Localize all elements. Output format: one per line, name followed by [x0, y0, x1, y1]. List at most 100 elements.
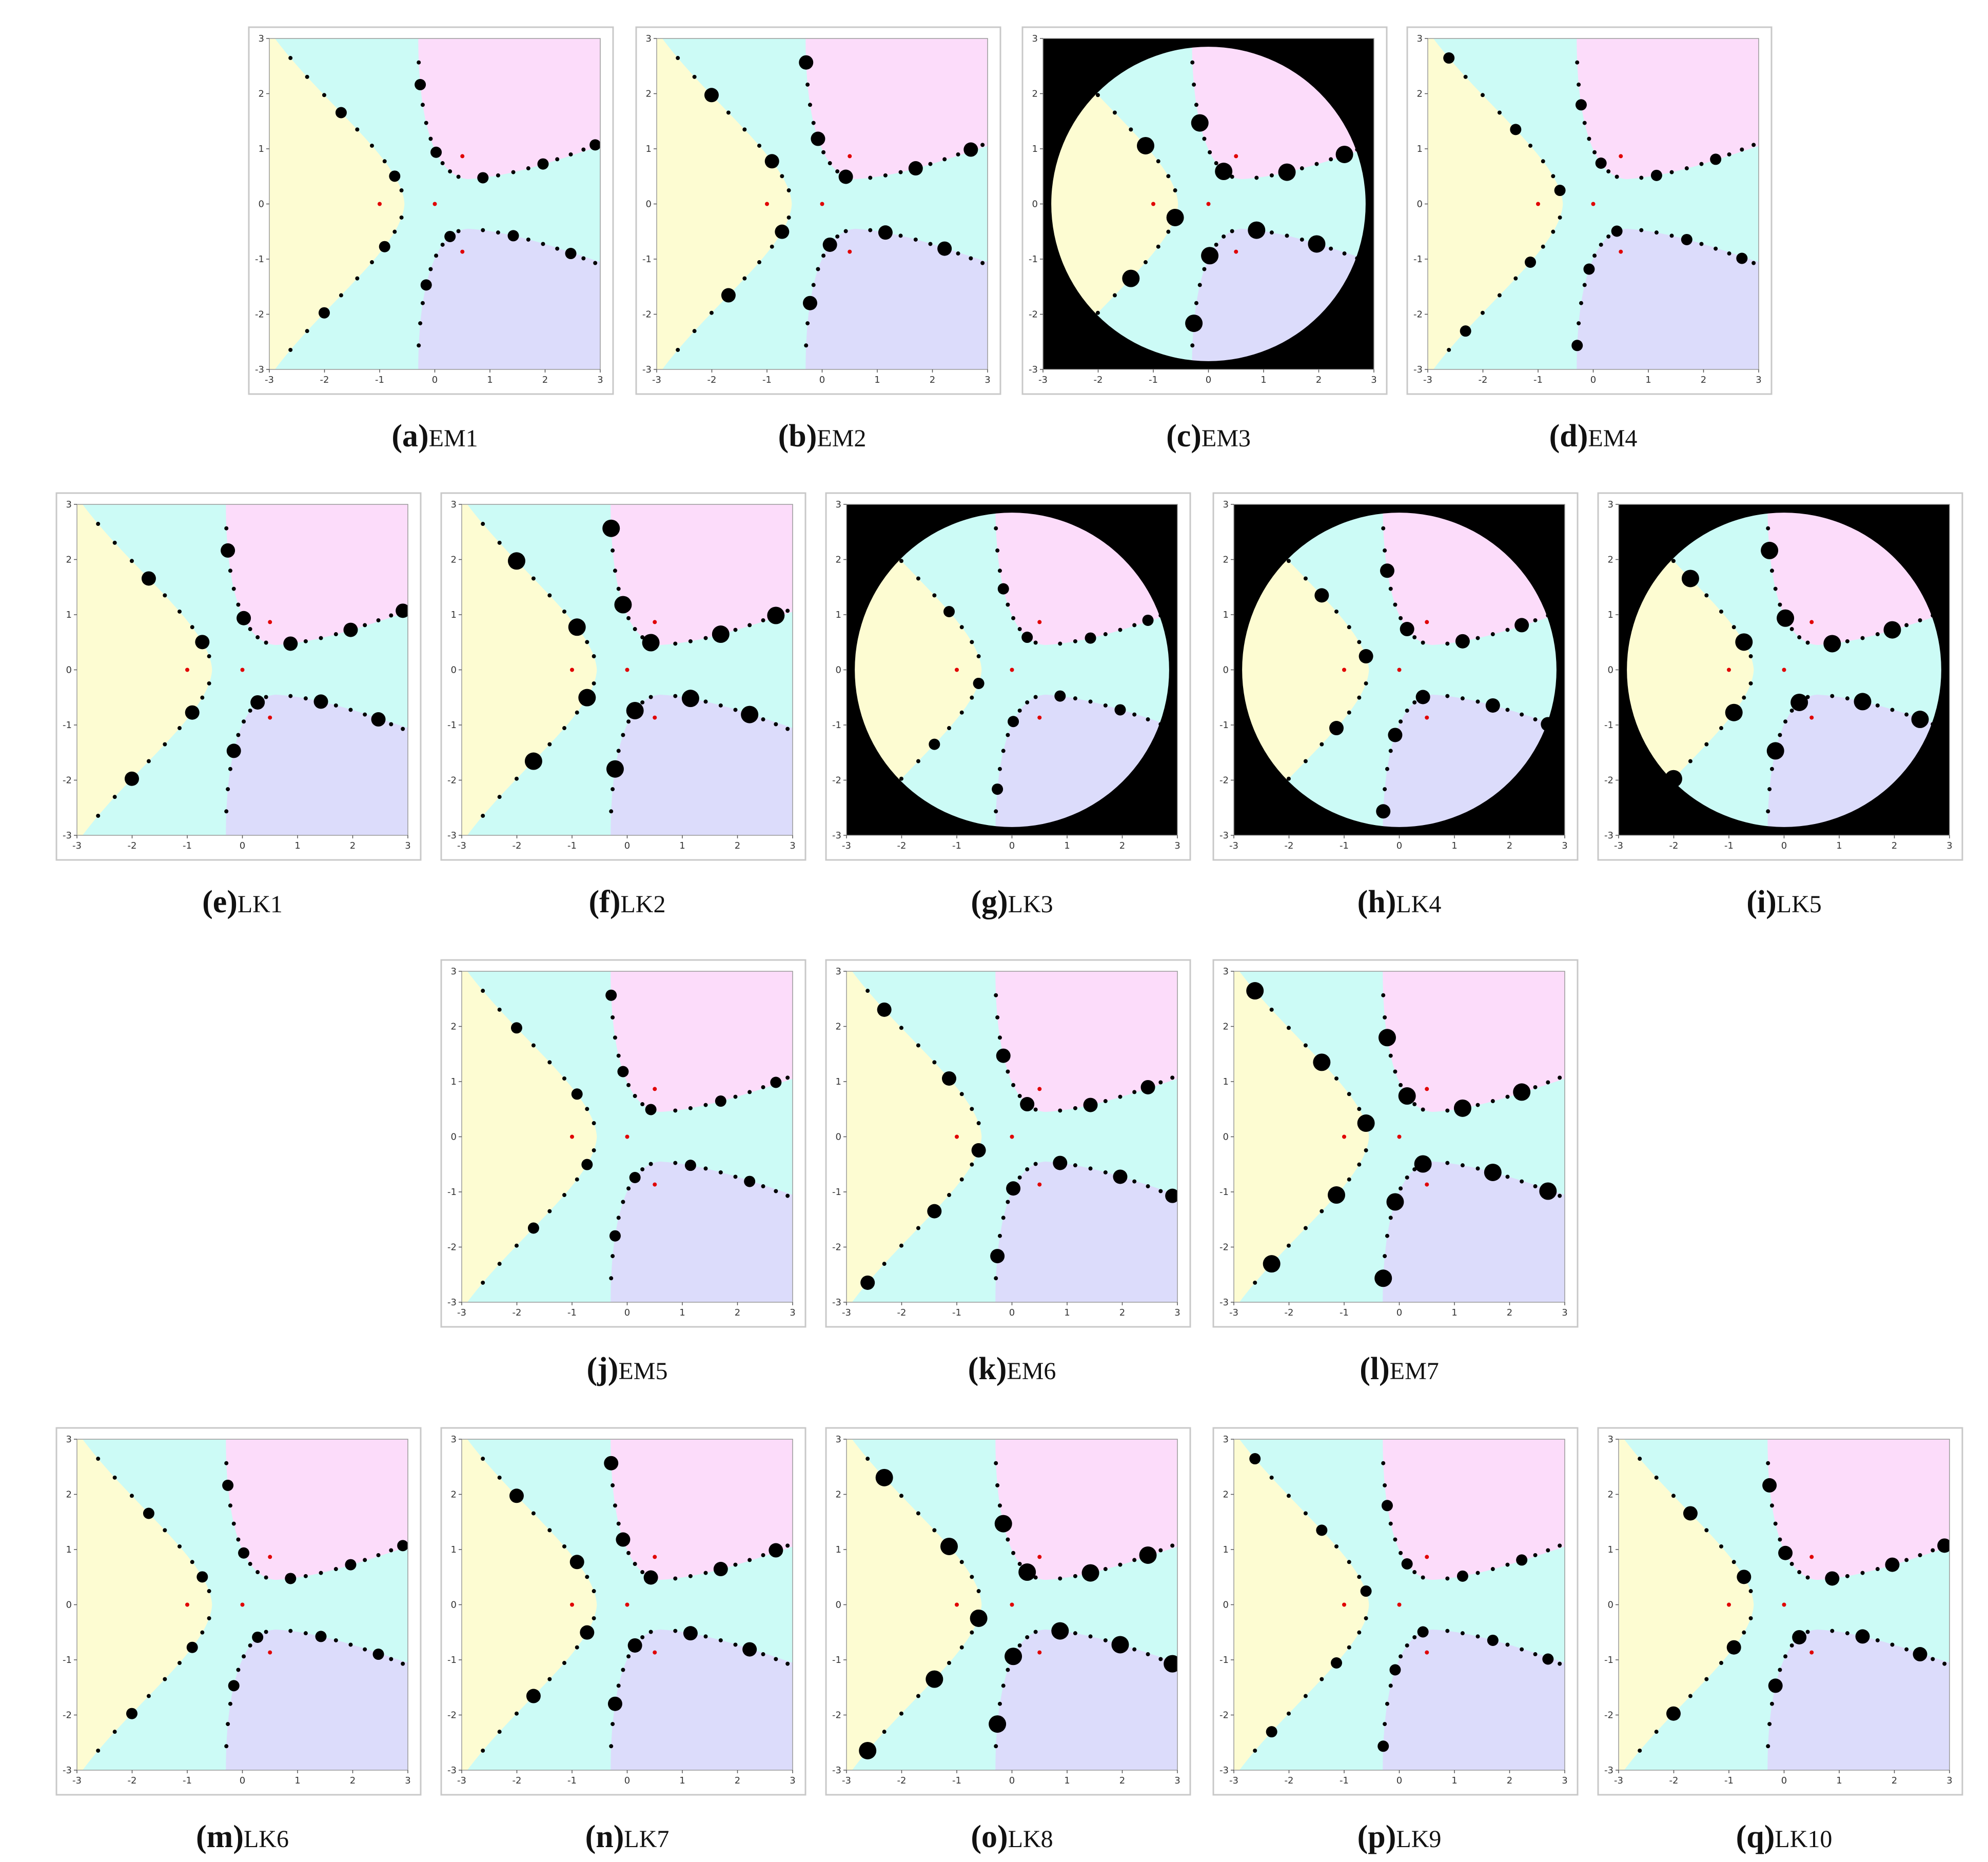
black-blob	[1357, 1630, 1362, 1635]
black-blob	[1073, 696, 1077, 701]
black-blob	[1766, 526, 1770, 531]
x-tick-label: 3	[1562, 840, 1567, 851]
caption: (h)LK4	[1357, 885, 1442, 919]
black-blob	[733, 1562, 738, 1567]
black-blob	[1475, 636, 1480, 640]
root-dot	[1037, 620, 1042, 624]
caption: (n)LK7	[585, 1819, 670, 1854]
black-blob	[252, 1631, 264, 1643]
black-blob	[163, 1528, 167, 1533]
black-blob	[1571, 340, 1583, 351]
black-blob	[688, 1106, 693, 1110]
x-tick-label: -1	[183, 840, 192, 851]
black-blob	[343, 622, 358, 637]
root-dot	[820, 202, 824, 206]
black-blob	[186, 1641, 198, 1653]
panel: -3-3 -2 -2 -1 -1 0 0 1 1 2 2 3 3 (e)LK1	[55, 492, 422, 919]
black-blob	[580, 1625, 595, 1640]
x-tick-label: 0	[1396, 1307, 1402, 1318]
black-blob	[389, 1657, 393, 1661]
caption-tag: (j)	[587, 1351, 619, 1386]
black-blob	[1748, 681, 1753, 685]
black-blob	[1266, 1726, 1277, 1738]
black-blob	[629, 1171, 641, 1183]
black-blob	[363, 712, 367, 717]
x-tick-label: -2	[1285, 840, 1294, 851]
black-blob	[1546, 1080, 1550, 1085]
black-blob	[1389, 1664, 1401, 1676]
x-tick-label: 1	[487, 375, 493, 385]
black-blob	[1638, 1457, 1642, 1461]
black-blob	[1136, 136, 1154, 154]
black-blob	[1823, 635, 1841, 653]
x-tick-label: -3	[72, 840, 82, 851]
black-blob	[1191, 114, 1209, 132]
black-blob	[1412, 1570, 1417, 1575]
basin-yellow	[77, 504, 212, 835]
black-blob	[808, 103, 812, 107]
black-blob	[547, 742, 552, 747]
black-blob	[956, 152, 960, 156]
black-blob	[1505, 1174, 1510, 1179]
black-blob	[319, 636, 323, 640]
y-tick-label: 2	[66, 1489, 72, 1500]
y-tick-label: -1	[832, 720, 841, 731]
black-blob	[417, 343, 421, 348]
black-blob	[417, 60, 421, 65]
y-tick-label: 0	[451, 1600, 457, 1611]
x-tick-label: 1	[294, 840, 300, 851]
black-blob	[509, 1488, 524, 1503]
black-blob	[1006, 733, 1010, 737]
black-blob	[940, 1537, 958, 1555]
caption: (p)LK9	[1357, 1819, 1442, 1854]
black-blob	[1156, 244, 1160, 249]
black-blob	[995, 1015, 1000, 1020]
y-tick-label: 1	[1223, 1076, 1229, 1087]
y-tick-label: 2	[836, 1489, 841, 1500]
x-tick-label: -1	[1724, 840, 1734, 851]
black-blob	[1388, 728, 1403, 742]
black-blob	[1054, 690, 1066, 702]
black-blob	[1778, 602, 1782, 607]
black-blob	[617, 1066, 629, 1077]
black-blob	[1740, 147, 1744, 152]
black-blob	[1388, 1053, 1393, 1058]
black-blob	[742, 1642, 757, 1657]
black-blob	[1445, 641, 1450, 646]
black-blob	[1751, 261, 1756, 265]
black-blob	[1773, 586, 1778, 591]
black-blob	[1480, 310, 1485, 315]
black-blob	[1360, 1585, 1372, 1597]
y-tick-label: 1	[836, 610, 841, 620]
caption: (m)LK6	[196, 1819, 289, 1854]
black-blob	[703, 636, 708, 640]
y-tick-label: 2	[1032, 89, 1038, 100]
y-tick-label: 1	[1032, 144, 1038, 154]
black-blob	[1541, 159, 1545, 164]
black-blob	[1383, 787, 1387, 792]
black-blob	[496, 230, 500, 235]
caption: (b)EM2	[778, 419, 867, 454]
black-blob	[980, 261, 985, 265]
black-blob	[1575, 99, 1587, 111]
black-blob	[562, 1076, 566, 1081]
y-tick-label: 3	[451, 1434, 457, 1445]
black-blob	[1505, 1642, 1510, 1647]
x-tick-label: 2	[930, 375, 935, 385]
basin-yellow	[1619, 1439, 1754, 1770]
black-blob	[1533, 618, 1538, 622]
black-blob	[785, 1075, 790, 1080]
black-blob	[640, 1102, 645, 1107]
black-blob	[609, 809, 614, 814]
caption: (g)LK3	[971, 885, 1053, 919]
black-blob	[1830, 1629, 1835, 1633]
black-blob	[1378, 1029, 1396, 1047]
y-tick-label: 3	[1223, 499, 1229, 510]
black-blob	[1514, 618, 1529, 633]
y-tick-label: -3	[1604, 1765, 1613, 1776]
black-blob	[1342, 251, 1347, 256]
black-blob	[303, 696, 308, 701]
root-dot	[625, 1602, 629, 1607]
black-blob	[143, 1507, 154, 1519]
basin-pink	[226, 504, 408, 645]
